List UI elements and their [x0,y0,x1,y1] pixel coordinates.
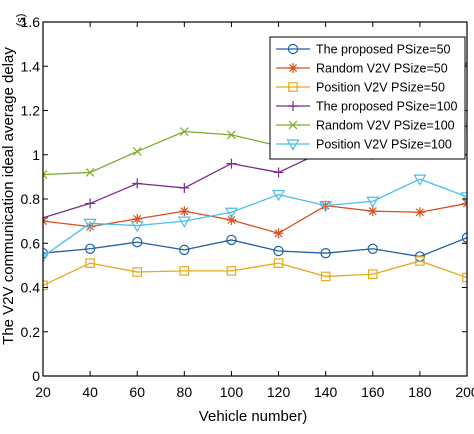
series-1-point [320,248,331,259]
series-4-point [179,182,190,193]
x-tick-label: 180 [408,384,432,400]
y-tick-label: 1.4 [21,58,41,74]
series-6-point [319,201,333,213]
series-3-line [43,260,467,286]
x-tick-label: 140 [314,384,338,400]
series-2-point [226,215,237,226]
series-6-point [83,218,97,231]
legend-marker [287,43,299,55]
series-2-point [414,207,425,218]
series-2-point [132,213,143,224]
legend-marker [288,63,298,73]
series-1-point [84,243,96,254]
series-5-point [179,127,189,136]
series-2-point [273,228,284,239]
series-4-point [273,167,284,178]
y-axis-label: The V2V communication ideal average dela… [0,47,17,345]
x-tick-label: 20 [35,384,51,400]
legend-entry: The proposed PSize=100 [276,100,457,114]
y-tick-label: 1.6 [21,14,41,30]
series-5-point [43,170,48,180]
series-3-point [43,280,48,291]
y-axis-unit: (s) [15,14,27,27]
series-6-point [177,216,191,228]
legend-box [269,36,466,160]
series-1 [43,232,467,262]
series-6-point [460,192,467,204]
legend-entry: Random V2V PSize=50 [276,62,448,76]
y-tick-label: 0 [32,368,40,384]
legend-label: Random V2V PSize=100 [316,119,455,133]
series-6-point [272,189,286,202]
series-4-point [226,158,237,169]
legend-label: The proposed PSize=100 [316,100,457,114]
series-6-point [413,174,427,186]
series-5-point [227,130,236,140]
series-1-point [226,234,237,246]
series-6-point [224,207,238,219]
x-tick-label: 120 [267,384,291,400]
legend-label: Random V2V PSize=50 [316,62,448,76]
x-tick-label: 40 [82,384,98,400]
legend-entry: Random V2V PSize=100 [276,119,455,133]
x-axis-label: Vehicle number) [199,408,307,425]
legend-label: The proposed PSize=50 [316,43,451,57]
y-tick-label: 0.6 [21,235,41,251]
y-tick-label: 1.2 [21,103,41,119]
legend-marker [286,139,300,151]
x-tick-label: 100 [220,384,244,400]
x-tick-label: 160 [361,384,385,400]
series-5-point [132,147,142,156]
legend-entry: The proposed PSize=50 [276,43,451,57]
series-6-point [130,220,144,233]
series-4-point [85,198,96,209]
legend-marker [288,120,298,130]
x-tick-label: 200 [455,384,474,400]
series-4-point [132,178,143,189]
series-3-point [415,256,425,266]
series-3-point [226,266,237,276]
series-3-point [367,269,378,280]
series-1-point [179,244,190,256]
series-5-point [85,168,95,177]
legend-entry: Position V2V PSize=100 [276,138,452,152]
y-tick-label: 1 [32,147,40,163]
series-3-point [85,258,95,268]
legend: The proposed PSize=50 Random V2V PSize=50… [269,36,466,160]
legend-marker [288,82,298,92]
series-3-point [273,258,284,268]
series-1-point [273,245,284,257]
series-1-point [367,243,378,254]
x-tick-label: 80 [177,384,193,400]
series-4-point [43,212,48,223]
series-2-point [179,206,190,217]
series-6-point [43,251,50,264]
series-1-line [43,237,467,258]
series-6-point [366,196,380,208]
legend-marker [288,101,298,111]
axes-layer: 0 0.2 0.4 0.6 0.8 1 1.2 1.4 1.6 20 40 60 80 100 120 140… [21,14,474,400]
series-3-point [132,267,143,277]
legend-label: Position V2V PSize=50 [316,81,445,95]
x-tick-label: 60 [129,384,145,400]
series-2-point [367,206,378,217]
series-6-line [43,178,467,258]
y-tick-label: 0.2 [21,324,41,340]
y-tick-label: 0.8 [21,191,41,207]
series-6 [43,174,467,264]
series-2-line [43,202,467,234]
series-3-point [320,271,331,282]
y-tick-label: 0.4 [21,280,41,296]
series-3-point [179,266,190,276]
legend-entry: Position V2V PSize=50 [276,81,445,95]
series-2-point [85,221,96,232]
legend-label: Position V2V PSize=100 [316,138,452,152]
series-1-point [132,236,143,248]
